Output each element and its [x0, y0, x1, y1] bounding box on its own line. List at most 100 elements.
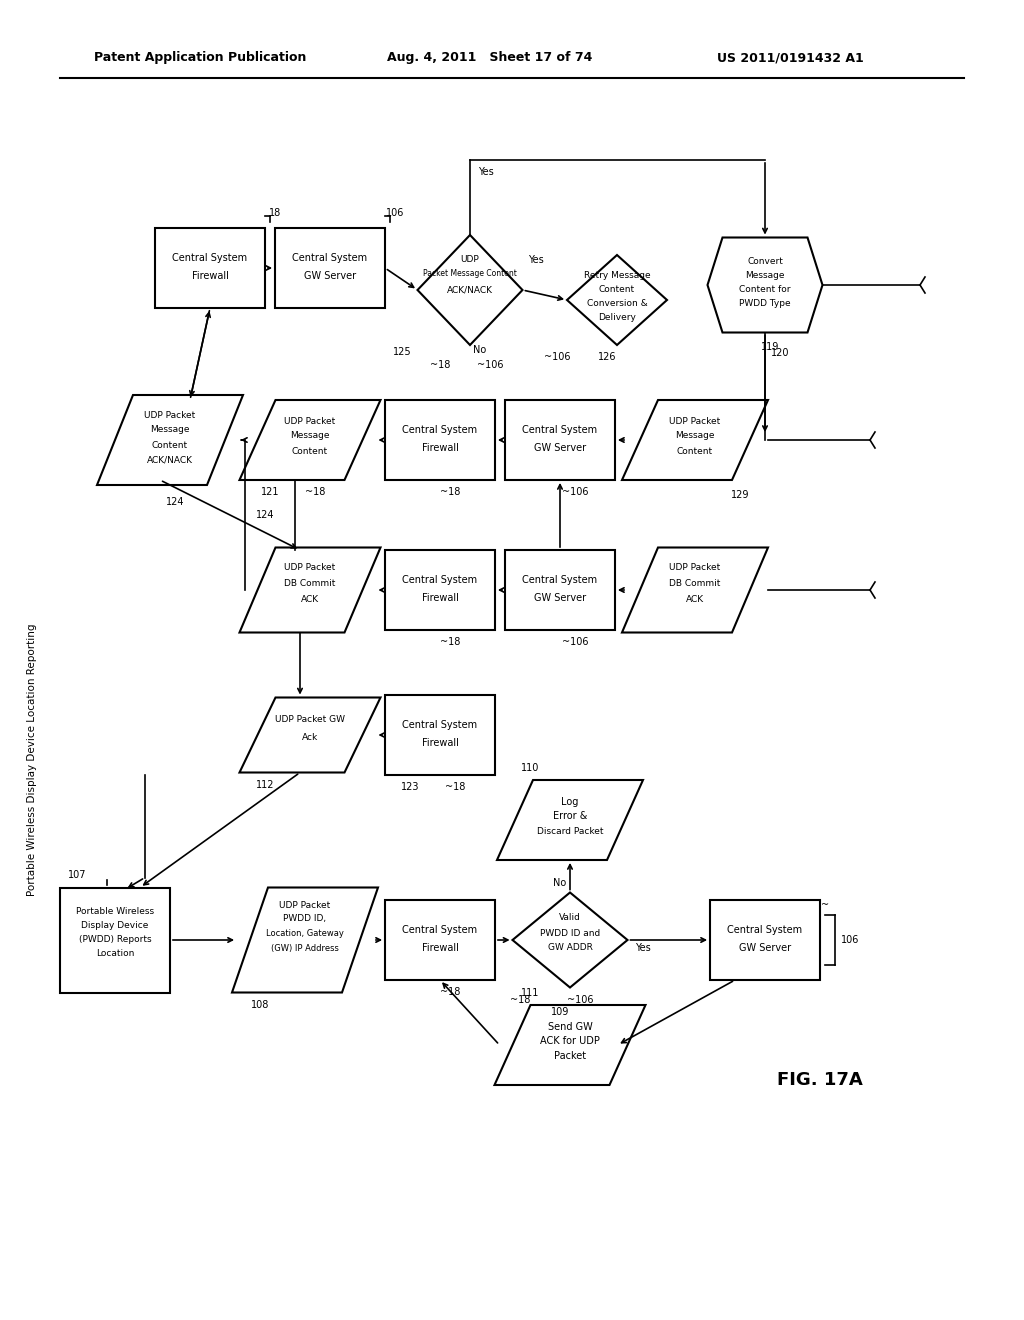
Text: GW Server: GW Server: [534, 444, 586, 453]
Text: Packet: Packet: [554, 1051, 586, 1061]
Text: Message: Message: [675, 432, 715, 441]
Text: Firewall: Firewall: [422, 444, 459, 453]
Text: Portable Wireless: Portable Wireless: [76, 908, 154, 916]
Text: 111: 111: [521, 987, 540, 998]
Text: 125: 125: [392, 347, 412, 356]
Bar: [385, 900, 495, 979]
Text: 119: 119: [761, 342, 779, 352]
Bar: [155, 228, 265, 308]
Text: ~106: ~106: [544, 352, 570, 362]
Text: GW ADDR: GW ADDR: [548, 944, 593, 953]
Bar: [385, 550, 495, 630]
Text: ACK/NACK: ACK/NACK: [147, 455, 193, 465]
Text: 106: 106: [841, 935, 859, 945]
Text: Convert: Convert: [748, 256, 783, 265]
Text: 124: 124: [256, 510, 274, 520]
Text: Content for: Content for: [739, 285, 791, 293]
Text: UDP Packet: UDP Packet: [285, 417, 336, 426]
Text: ~106: ~106: [562, 487, 588, 498]
Bar: [385, 400, 495, 480]
Bar: [275, 228, 385, 308]
Text: ~106: ~106: [477, 360, 503, 370]
Text: Log: Log: [561, 797, 579, 807]
Text: 109: 109: [551, 1007, 569, 1016]
Polygon shape: [240, 697, 381, 772]
Text: Central System: Central System: [522, 576, 598, 585]
Text: Firewall: Firewall: [422, 942, 459, 953]
Text: Ack: Ack: [302, 734, 318, 742]
Text: No: No: [553, 878, 566, 888]
Bar: [60, 887, 170, 993]
Text: Yes: Yes: [528, 255, 544, 265]
Text: ~18: ~18: [440, 487, 460, 498]
Text: ~18: ~18: [430, 360, 451, 370]
Text: 129: 129: [731, 490, 750, 500]
Text: Display Device: Display Device: [81, 921, 148, 931]
Text: Content: Content: [677, 446, 713, 455]
Text: PWDD ID and: PWDD ID and: [540, 928, 600, 937]
Text: UDP Packet: UDP Packet: [280, 900, 331, 909]
Text: Send GW: Send GW: [548, 1022, 592, 1032]
Text: UDP Packet: UDP Packet: [670, 417, 721, 426]
Text: UDP Packet: UDP Packet: [285, 564, 336, 573]
Text: 126: 126: [598, 352, 616, 362]
Text: Delivery: Delivery: [598, 314, 636, 322]
Text: ACK: ACK: [686, 594, 705, 603]
Text: FIG. 17A: FIG. 17A: [777, 1071, 863, 1089]
Text: Central System: Central System: [522, 425, 598, 436]
Text: 107: 107: [68, 870, 86, 880]
Polygon shape: [567, 255, 667, 345]
Text: ACK for UDP: ACK for UDP: [540, 1036, 600, 1045]
Text: Location, Gateway: Location, Gateway: [266, 928, 344, 937]
Text: ~18: ~18: [510, 995, 530, 1005]
Polygon shape: [418, 235, 522, 345]
Text: PWDD ID,: PWDD ID,: [284, 915, 327, 924]
Text: GW Server: GW Server: [304, 271, 356, 281]
Text: UDP: UDP: [461, 256, 479, 264]
Text: ~106: ~106: [562, 638, 588, 647]
Text: Aug. 4, 2011   Sheet 17 of 74: Aug. 4, 2011 Sheet 17 of 74: [387, 51, 593, 65]
Text: 106: 106: [386, 209, 404, 218]
Text: Yes: Yes: [635, 942, 650, 953]
Text: Central System: Central System: [402, 425, 477, 436]
Text: Central System: Central System: [727, 925, 803, 935]
Text: Discard Packet: Discard Packet: [537, 826, 603, 836]
Text: ~: ~: [821, 900, 829, 909]
Text: ACK: ACK: [301, 594, 319, 603]
Text: Packet Message Content: Packet Message Content: [423, 269, 517, 279]
Text: DB Commit: DB Commit: [670, 578, 721, 587]
Text: 108: 108: [251, 1001, 269, 1010]
Text: 120: 120: [771, 348, 790, 358]
Text: Message: Message: [151, 425, 189, 434]
Text: 18: 18: [269, 209, 282, 218]
Text: ~18: ~18: [440, 638, 460, 647]
Text: Central System: Central System: [293, 253, 368, 263]
Polygon shape: [232, 887, 378, 993]
Polygon shape: [97, 395, 243, 484]
Text: Yes: Yes: [478, 168, 494, 177]
Text: UDP Packet: UDP Packet: [670, 564, 721, 573]
Text: GW Server: GW Server: [534, 593, 586, 603]
Text: Message: Message: [290, 432, 330, 441]
Text: US 2011/0191432 A1: US 2011/0191432 A1: [717, 51, 863, 65]
Bar: [385, 696, 495, 775]
Text: 112: 112: [256, 780, 274, 789]
Text: Firewall: Firewall: [422, 738, 459, 748]
Text: Error &: Error &: [553, 810, 587, 821]
Text: UDP Packet GW: UDP Packet GW: [275, 715, 345, 725]
Text: Content: Content: [292, 446, 328, 455]
Text: ~18: ~18: [440, 987, 460, 997]
Text: PWDD Type: PWDD Type: [739, 298, 791, 308]
Text: Valid: Valid: [559, 913, 581, 923]
Polygon shape: [240, 548, 381, 632]
Text: DB Commit: DB Commit: [285, 578, 336, 587]
Text: ~18: ~18: [305, 487, 326, 498]
Text: 121: 121: [261, 487, 280, 498]
Polygon shape: [497, 780, 643, 861]
Text: Portable Wireless Display Device Location Reporting: Portable Wireless Display Device Locatio…: [27, 624, 37, 896]
Text: Conversion &: Conversion &: [587, 300, 647, 309]
Polygon shape: [495, 1005, 645, 1085]
Text: Central System: Central System: [402, 576, 477, 585]
Text: Location: Location: [96, 949, 134, 958]
Text: 124: 124: [166, 498, 184, 507]
